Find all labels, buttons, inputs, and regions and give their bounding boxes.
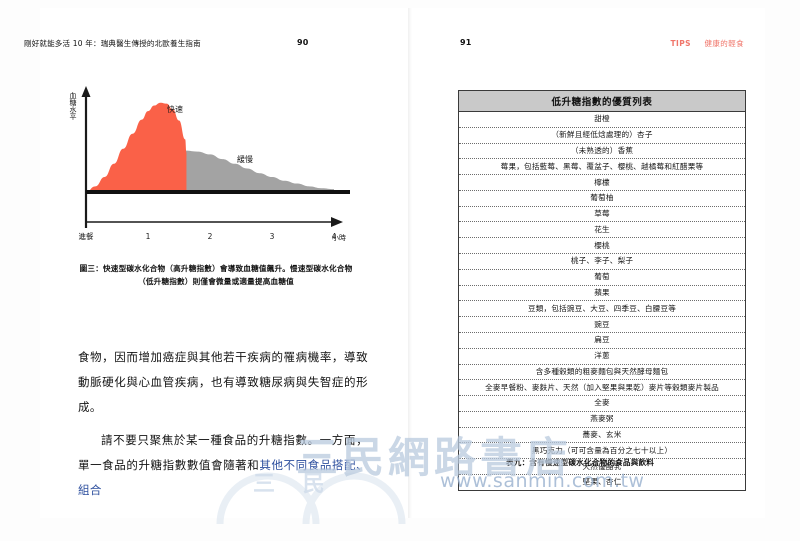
chart-y-axis-label: 血糖水平 [69, 92, 77, 120]
table-row: 蘋果 [458, 285, 746, 302]
chart-series-label-fast: 快速 [167, 104, 183, 114]
table-row: 扁豆 [458, 332, 746, 349]
table-caption-rest: 碳水化合物的食品與飲料 [568, 458, 655, 467]
page-number-left: 90 [297, 38, 309, 47]
table-cell-food: 燕麥粥 [458, 411, 746, 428]
tips-marker: TIPS [670, 39, 691, 48]
chart-x-tick-label: 3 [270, 232, 275, 241]
table-cell-food: 桃子、李子、梨子 [458, 253, 746, 270]
table-cell-food: 豌豆 [458, 316, 746, 333]
running-head-left-title: 剛好就能多活 10 年：瑞典醫生傳授的北歐養生指南 [24, 39, 201, 48]
table-row: 燕麥粥 [458, 411, 746, 428]
page-left [40, 8, 410, 518]
body-paragraph: 請不要只聚焦於某一種食品的升糖指數。一方面，單一食品的升糖指數數值會隨著和其他不… [78, 428, 368, 503]
chart-x-tick-label: 進餐 [79, 232, 94, 241]
running-head-right: TIPS 健康的輕食 [671, 38, 745, 49]
chart-x-tick-label: 4 [332, 232, 337, 241]
page-number-right: 91 [460, 38, 472, 47]
page-gutter [408, 8, 412, 518]
table-cell-food: 甜橙 [458, 111, 746, 128]
table-header-row: 低升糖指數的優質列表 [458, 90, 746, 112]
table-cell-food: 葡萄柚 [458, 190, 746, 207]
table-cell-food: 豆類，包括豌豆、大豆、四季豆、白腰豆等 [458, 300, 746, 318]
table-cell-food: （未熟透的）香蕉 [458, 143, 746, 160]
table-row: 堅果、杏仁 [459, 474, 746, 490]
table-cell-food: 全麥 [458, 395, 746, 412]
table-cell-food: 黑巧克力（可可含量為百分之七十以上） [458, 442, 746, 460]
chart-x-axis-unit: 小時 [332, 233, 346, 242]
low-gi-food-table: 低升糖指數的優質列表 甜橙 （新鮮且經低焓處理的）杏子 （未熟透的）香蕉 莓果，包括藍… [458, 90, 746, 491]
chart-x-tick-label: 2 [208, 232, 213, 241]
table-row: 全麥早餐粉、麥麩片、天然（加入堅果與果乾）麥片等穀類麥片製品 [458, 379, 746, 397]
table-row: （新鮮且經低焓處理的）杏子 [458, 127, 746, 144]
figure-caption: 圖三：快速型碳水化合物（高升糖指數）會導致血糖值飆升。慢速型碳水化合物（低升糖指… [79, 264, 353, 286]
table-cell-food: 花生 [458, 221, 746, 239]
table-cell-food: 檸檬 [458, 174, 746, 191]
table-cell-food: （新鮮且經低焓處理的）杏子 [458, 127, 746, 144]
body-text: 食物，因而增加癌症與其他若干疾病的罹病機率，導致動脈硬化與心血管疾病，也有導致糖… [78, 345, 368, 511]
table-body: 甜橙 （新鮮且經低焓處理的）杏子 （未熟透的）香蕉 莓果，包括藍莓、黑莓、覆盆子、櫻桃… [458, 111, 746, 491]
table-caption: 表九：含有慢速型碳水化合物的食品與飲料 [506, 457, 756, 468]
table-cell-food: 蕎麥、玄米 [458, 427, 746, 444]
table-row: （未熟透的）香蕉 [458, 143, 746, 160]
table-row: 豌豆 [458, 316, 746, 333]
table-row: 洋蔥 [458, 348, 746, 365]
table-row: 櫻桃 [458, 237, 746, 255]
table-cell-food: 天然優酪乳 [458, 458, 746, 475]
table-row: 豆類，包括豌豆、大豆、四季豆、白腰豆等 [458, 300, 746, 318]
table-cell-food: 堅果、杏仁 [582, 477, 622, 487]
chart-plot [86, 102, 350, 194]
text-run: 請不要只聚焦於某一種食品的升糖指數。一方面，單一食品的升糖指數數值會隨著和 [78, 433, 368, 472]
table-row: 黑巧克力（可可含量為百分之七十以上） [458, 442, 746, 460]
blood-sugar-chart: 進餐 1 2 3 4 小時 快速 緩慢 [62, 82, 362, 262]
chart-axes [81, 86, 343, 228]
table-row: 葡萄 [458, 269, 746, 286]
chart-series-label-slow: 緩慢 [237, 154, 253, 164]
table-cell-food: 蘋果 [458, 285, 746, 302]
table-caption-mid: 含有慢速型 [529, 458, 569, 467]
table-row: 桃子、李子、梨子 [458, 253, 746, 270]
table-cell-food: 扁豆 [458, 332, 746, 349]
table-row: 檸檬 [458, 174, 746, 191]
table-cell-food: 含多種穀類的粗麥麵包與天然酵母麵包 [458, 364, 746, 381]
table-cell-food: 全麥早餐粉、麥麩片、天然（加入堅果與果乾）麥片等穀類麥片製品 [458, 379, 746, 397]
table-cell-food: 櫻桃 [458, 237, 746, 255]
table-cell-food: 草莓 [458, 206, 746, 223]
table-row: 天然優酪乳 [458, 458, 746, 475]
table-row: 花生 [458, 221, 746, 239]
table-caption-prefix: 表九： [506, 458, 530, 467]
table-cell-food: 洋蔥 [458, 348, 746, 365]
table-row: 草莓 [458, 206, 746, 223]
text-run: 食物，因而增加癌症與其他若干疾病的罹病機率，導致動脈硬化與心血管疾病，也有導致糖… [78, 350, 368, 414]
table-cell-food: 莓果，包括藍莓、黑莓、覆盆子、櫻桃、越橘莓和紅醋栗等 [458, 158, 746, 176]
tips-label: 健康的輕食 [704, 39, 744, 48]
table-head: 低升糖指數的優質列表 [458, 90, 746, 112]
table-row: 甜橙 [458, 111, 746, 128]
table-row: 葡萄柚 [458, 190, 746, 207]
table-cell-food: 葡萄 [458, 269, 746, 286]
table-row: 含多種穀類的粗麥麵包與天然酵母麵包 [458, 364, 746, 381]
chart-svg: 進餐 1 2 3 4 小時 快速 緩慢 [79, 86, 350, 242]
table-row: 全麥 [458, 395, 746, 412]
body-paragraph: 食物，因而增加癌症與其他若干疾病的罹病機率，導致動脈硬化與心血管疾病，也有導致糖… [78, 345, 368, 420]
table-header-cell: 低升糖指數的優質列表 [458, 90, 746, 112]
table-row: 莓果，包括藍莓、黑莓、覆盆子、櫻桃、越橘莓和紅醋栗等 [458, 158, 746, 176]
chart-x-tick-label: 1 [146, 232, 151, 241]
chart-x-ticks: 進餐 1 2 3 4 [79, 232, 337, 241]
table-row: 蕎麥、玄米 [458, 427, 746, 444]
highlighted-text: 其他不同食品搭配、組合 [78, 458, 369, 497]
